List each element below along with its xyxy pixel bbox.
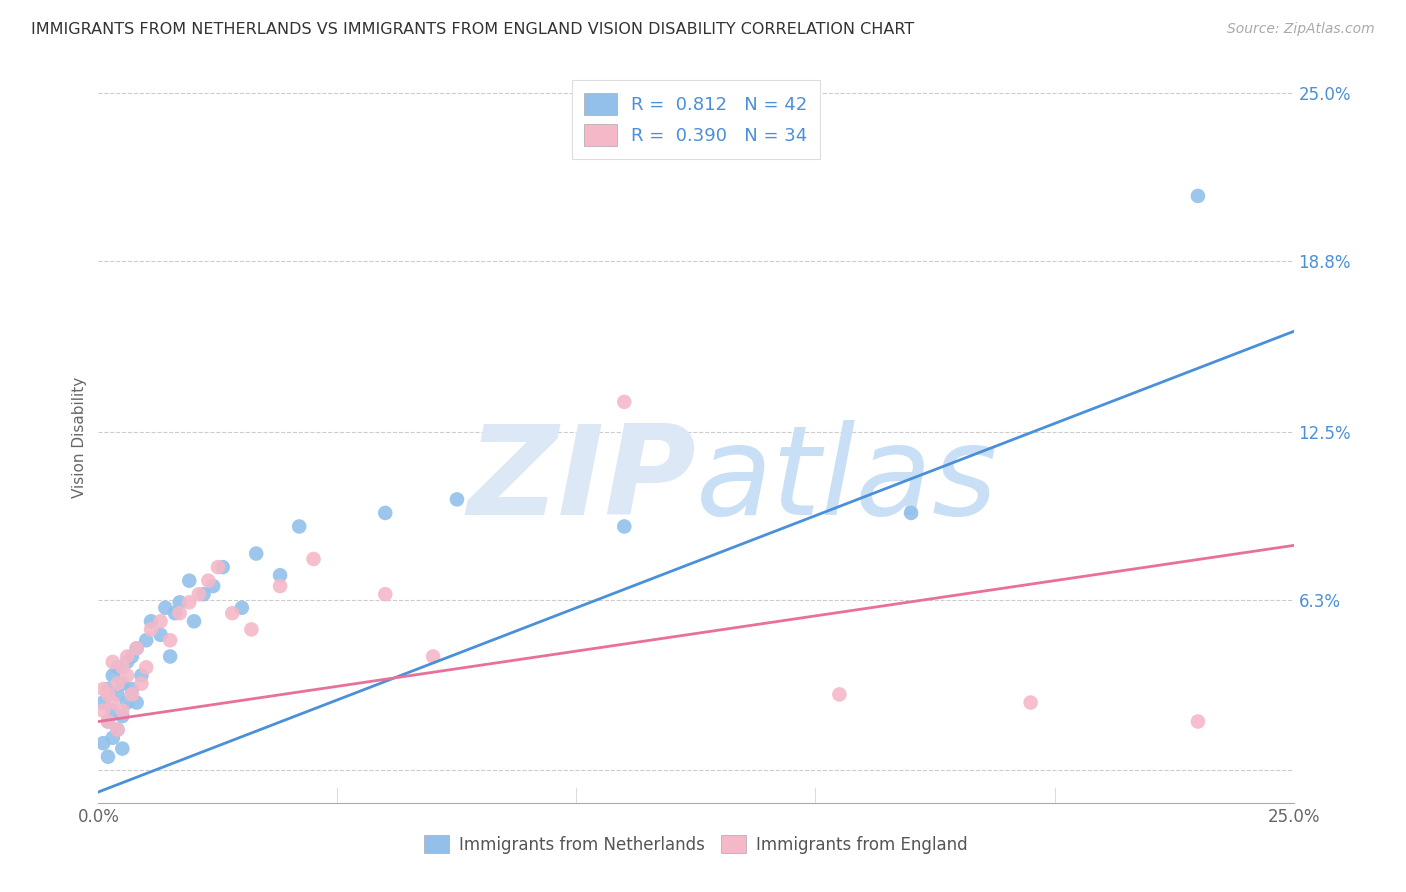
Point (101, 655, 124, 669)
Point (183, 615, 205, 629)
Point (179, 574, 201, 588)
Point (169, 606, 191, 620)
Point (111, 676, 134, 690)
Point (125, 641, 148, 656)
Point (231, 600, 253, 615)
Point (193, 587, 215, 601)
Point (221, 606, 243, 620)
Point (159, 633, 181, 648)
Point (97, 749, 120, 764)
Point (111, 660, 134, 674)
Point (107, 660, 129, 674)
Point (107, 688, 129, 702)
Point (374, 587, 396, 601)
Point (135, 633, 157, 648)
Point (828, 688, 851, 702)
Point (207, 560, 229, 574)
Point (139, 615, 162, 629)
Point (111, 704, 134, 718)
Point (121, 681, 143, 696)
Point (125, 696, 148, 710)
Point (197, 574, 219, 588)
Point (139, 623, 162, 637)
Point (91, 704, 114, 718)
Point (91, 681, 114, 696)
Point (163, 606, 186, 620)
Text: IMMIGRANTS FROM NETHERLANDS VS IMMIGRANTS FROM ENGLAND VISION DISABILITY CORRELA: IMMIGRANTS FROM NETHERLANDS VS IMMIGRANT… (31, 22, 914, 37)
Text: Source: ZipAtlas.com: Source: ZipAtlas.com (1227, 22, 1375, 37)
Point (211, 560, 233, 574)
Point (131, 668, 153, 682)
Y-axis label: Vision Disability: Vision Disability (72, 376, 87, 498)
Point (900, 506, 922, 520)
Point (101, 731, 124, 745)
Point (111, 709, 134, 723)
Point (115, 649, 138, 664)
Point (240, 623, 263, 637)
Legend: Immigrants from Netherlands, Immigrants from England: Immigrants from Netherlands, Immigrants … (418, 829, 974, 860)
Point (613, 395, 636, 409)
Point (121, 688, 143, 702)
Point (613, 519, 636, 533)
Point (91, 696, 114, 710)
Point (107, 676, 129, 690)
Point (97, 688, 120, 702)
Point (374, 506, 396, 520)
Point (422, 649, 444, 664)
Text: atlas: atlas (696, 420, 998, 541)
Point (131, 676, 153, 690)
Point (107, 723, 129, 737)
Point (115, 655, 138, 669)
Point (91, 736, 114, 750)
Point (302, 552, 325, 566)
Point (202, 579, 225, 593)
Point (115, 668, 138, 682)
Point (169, 595, 191, 609)
Point (149, 615, 172, 629)
Point (159, 649, 181, 664)
Point (125, 641, 148, 656)
Point (446, 492, 468, 507)
Point (111, 741, 134, 756)
Point (1019, 696, 1042, 710)
Point (101, 668, 124, 682)
Point (187, 587, 209, 601)
Text: ZIP: ZIP (467, 420, 696, 541)
Point (269, 568, 291, 582)
Point (269, 579, 291, 593)
Point (101, 704, 124, 718)
Point (1187, 189, 1209, 203)
Point (97, 714, 120, 729)
Point (97, 714, 120, 729)
Point (135, 660, 157, 674)
Point (107, 723, 129, 737)
Point (101, 696, 124, 710)
Point (288, 519, 311, 533)
Point (245, 547, 267, 561)
Point (115, 696, 138, 710)
Point (179, 595, 201, 609)
Point (149, 628, 172, 642)
Point (97, 681, 120, 696)
Point (121, 649, 143, 664)
Point (1187, 714, 1209, 729)
Point (155, 600, 177, 615)
